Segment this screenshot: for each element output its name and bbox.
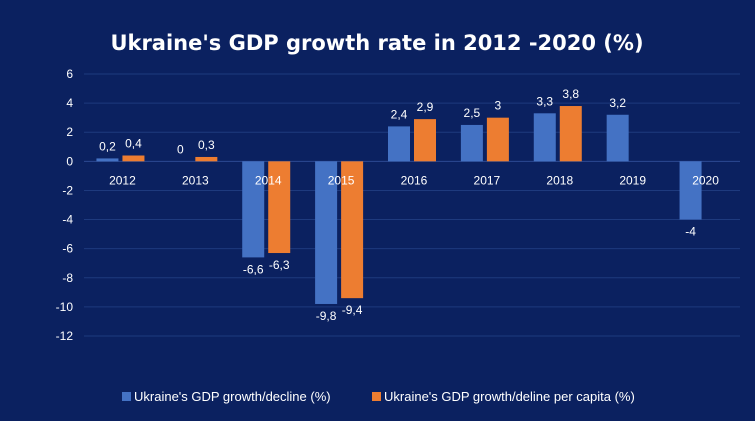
- data-label: -9,4: [342, 303, 363, 317]
- data-label: -4: [685, 225, 696, 239]
- data-label: 2,5: [464, 106, 481, 120]
- x-tick-label: 2020: [692, 173, 719, 187]
- bar-gdp-growth: [315, 161, 338, 304]
- legend-label: Ukraine's GDP growth/deline per capita (…: [384, 389, 635, 404]
- y-tick-label: -8: [62, 271, 73, 285]
- data-label: 0: [177, 142, 184, 156]
- bar-gdp-per-capita: [486, 117, 509, 162]
- y-tick-label: 4: [66, 96, 73, 110]
- legend-label: Ukraine's GDP growth/decline (%): [134, 389, 331, 404]
- x-tick-label: 2019: [619, 173, 646, 187]
- x-tick-label: 2015: [328, 173, 355, 187]
- legend-swatch: [122, 392, 131, 401]
- legend: Ukraine's GDP growth/decline (%) Ukraine'…: [122, 389, 635, 404]
- bar-gdp-growth: [679, 161, 702, 220]
- data-label: 0,3: [198, 138, 215, 152]
- data-label: 3,3: [536, 94, 553, 108]
- y-tick-label: 0: [66, 154, 73, 168]
- x-tick-label: 2014: [255, 173, 282, 187]
- bar-gdp-growth: [96, 158, 119, 162]
- data-label: 3,8: [562, 87, 579, 101]
- bar-gdp-per-capita: [414, 119, 436, 162]
- chart-title: Ukraine's GDP growth rate in 2012 -2020 …: [110, 31, 643, 55]
- data-label: -6,6: [243, 262, 264, 276]
- bar-gdp-per-capita: [268, 161, 291, 254]
- y-tick-label: -6: [62, 242, 73, 256]
- bar-gdp-per-capita: [122, 155, 145, 162]
- bars: [96, 106, 702, 304]
- bar-gdp-per-capita: [559, 106, 582, 162]
- bar-gdp-growth: [242, 161, 265, 258]
- x-tick-label: 2016: [401, 173, 428, 187]
- data-labels: 0,2 0,4 0 0,3 -6,6 -6,3 -9,8 -9,4 2,4 2,9 2,5 3 3,3 3…: [99, 87, 696, 323]
- y-tick-label: 6: [66, 67, 73, 81]
- data-label: 0,4: [125, 137, 142, 151]
- bar-gdp-growth: [533, 113, 556, 162]
- bar-gdp-growth: [460, 124, 483, 162]
- bar-gdp-growth: [606, 114, 629, 162]
- data-label: 3: [495, 99, 502, 113]
- x-tick-label: 2018: [546, 173, 573, 187]
- x-tick-label: 2017: [474, 173, 501, 187]
- data-label: 0,2: [99, 139, 116, 153]
- data-label: -6,3: [269, 258, 290, 272]
- gridlines: [84, 73, 740, 337]
- bar-gdp-growth: [388, 126, 410, 162]
- x-tick-label: 2013: [182, 173, 209, 187]
- y-tick-label: -2: [62, 183, 73, 197]
- x-tick-label: 2012: [109, 173, 136, 187]
- y-tick-label: 2: [66, 125, 73, 139]
- y-tick-label: -10: [56, 300, 74, 314]
- bar-gdp-per-capita: [195, 156, 218, 162]
- y-tick-label: -12: [56, 329, 74, 343]
- data-label: -9,8: [316, 309, 337, 323]
- legend-swatch: [372, 392, 381, 401]
- y-axis-ticks: 6 4 2 0 -2 -4 -6 -8 -10 -12: [56, 67, 74, 343]
- data-label: 2,9: [417, 100, 434, 114]
- data-label: 3,2: [609, 96, 626, 110]
- y-tick-label: -4: [62, 213, 73, 227]
- data-label: 2,4: [391, 107, 408, 121]
- category-labels: 2012 2013 2014 2015 2016 2017 2018 2019 2020: [109, 173, 719, 187]
- bar-gdp-per-capita: [341, 161, 364, 299]
